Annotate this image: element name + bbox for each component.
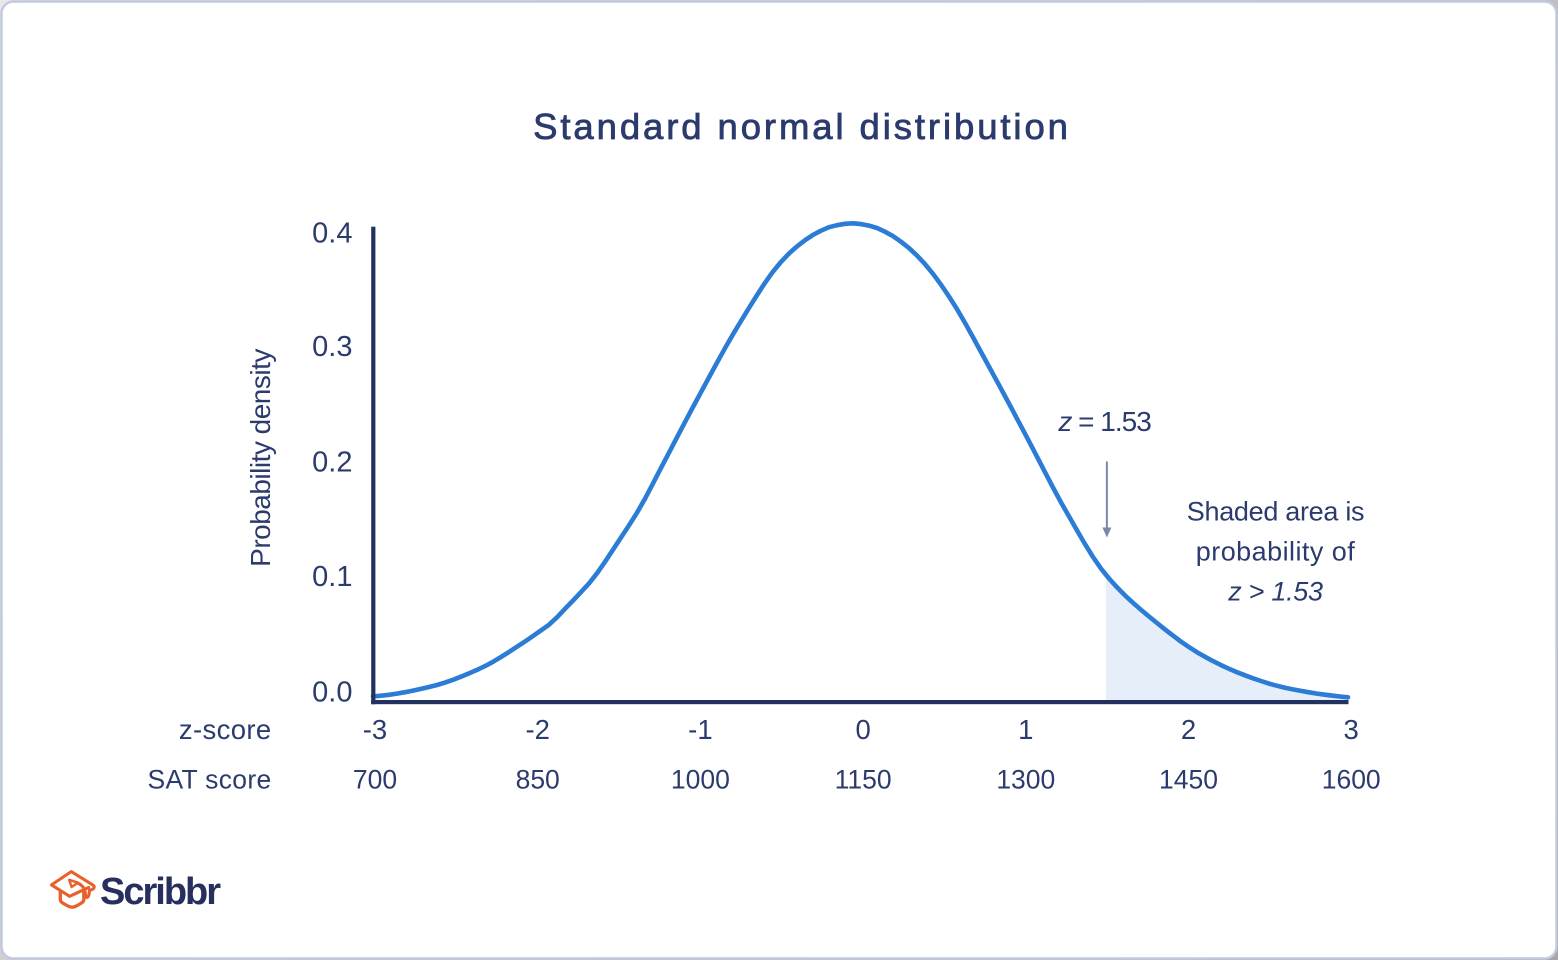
svg-text:Scribbr: Scribbr	[100, 871, 221, 913]
svg-text:2: 2	[1181, 714, 1196, 745]
svg-text:Standard normal distribution: Standard normal distribution	[533, 106, 1071, 147]
svg-text:1000: 1000	[671, 765, 730, 795]
svg-text:1600: 1600	[1322, 765, 1381, 795]
svg-text:850: 850	[516, 765, 560, 795]
svg-text:1: 1	[1018, 714, 1033, 745]
svg-text:-1: -1	[688, 714, 712, 745]
svg-text:-2: -2	[525, 714, 549, 745]
svg-text:z > 1.53: z > 1.53	[1227, 577, 1323, 607]
svg-text:1450: 1450	[1159, 765, 1218, 795]
svg-text:0.3: 0.3	[312, 331, 352, 363]
svg-text:0: 0	[855, 714, 870, 745]
svg-text:probability of: probability of	[1196, 536, 1355, 566]
svg-text:z = 1.53: z = 1.53	[1057, 406, 1151, 437]
svg-text:Shaded area is: Shaded area is	[1187, 496, 1364, 526]
svg-text:0.2: 0.2	[312, 447, 352, 479]
svg-text:z-score: z-score	[179, 714, 272, 745]
svg-text:1300: 1300	[996, 765, 1055, 795]
svg-text:SAT score: SAT score	[148, 765, 272, 795]
svg-text:Probability density: Probability density	[245, 349, 276, 567]
svg-text:3: 3	[1344, 714, 1359, 745]
svg-text:-3: -3	[363, 714, 387, 745]
svg-text:0.1: 0.1	[312, 561, 352, 593]
svg-text:700: 700	[353, 765, 397, 795]
svg-text:0.4: 0.4	[312, 217, 352, 249]
svg-text:1150: 1150	[835, 765, 892, 795]
svg-text:0.0: 0.0	[312, 677, 352, 709]
